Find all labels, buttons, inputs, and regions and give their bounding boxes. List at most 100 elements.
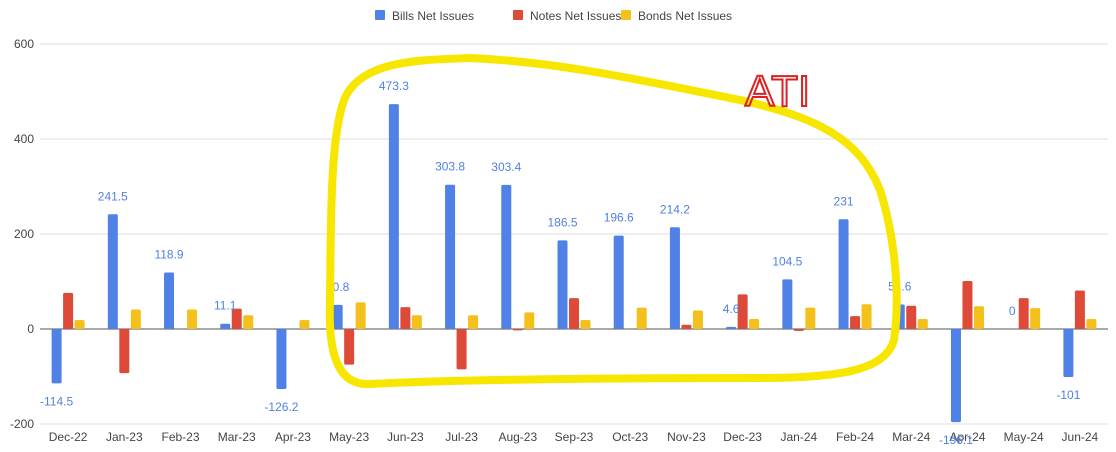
bar-bonds-net-issues <box>243 315 254 329</box>
x-tick-label: Mar-23 <box>218 430 256 444</box>
data-label: -196.1 <box>939 433 973 447</box>
data-label: -114.5 <box>40 394 73 408</box>
bar-notes-net-issues <box>119 329 130 374</box>
data-label: 231 <box>834 194 854 208</box>
bar-notes-net-issues <box>569 298 579 329</box>
data-label: 186.5 <box>547 215 577 229</box>
data-label: 214.2 <box>660 202 690 216</box>
x-tick-label: Jan-24 <box>780 430 817 444</box>
x-tick-label: Nov-23 <box>667 430 706 444</box>
data-label: 303.8 <box>435 160 465 174</box>
x-tick-label: Apr-23 <box>275 430 311 444</box>
bar-bonds-net-issues <box>805 307 816 329</box>
bar-bills-net-issues <box>276 329 287 389</box>
x-tick-label: Feb-23 <box>162 430 200 444</box>
data-label: 118.9 <box>154 248 183 262</box>
bars <box>51 104 1097 423</box>
legend: Bills Net Issues Notes Net Issues Bonds Ne… <box>375 9 732 23</box>
legend-label: Bonds Net Issues <box>638 9 732 23</box>
annotation-text: ATI <box>745 67 810 116</box>
bar-bills-net-issues <box>332 304 343 329</box>
data-label: 11.1 <box>214 299 237 313</box>
legend-label: Notes Net Issues <box>530 9 621 23</box>
bar-bonds-net-issues <box>524 312 535 329</box>
x-tick-label: Aug-23 <box>498 430 537 444</box>
bar-notes-net-issues <box>850 316 861 329</box>
x-tick-label: Sep-23 <box>555 430 594 444</box>
x-axis-ticks: Dec-22 Jan-23 Feb-23 Mar-23 Apr-23 May-23 Jun-… <box>49 430 1099 444</box>
bar-bills-net-issues <box>1063 329 1074 377</box>
legend-swatch <box>621 10 631 20</box>
data-label: -101 <box>1056 388 1080 402</box>
y-tick-label: -200 <box>10 417 34 431</box>
bar-bonds-net-issues <box>1030 308 1041 329</box>
bar-bills-net-issues <box>726 326 737 329</box>
bar-bonds-net-issues <box>468 315 479 329</box>
bar-bills-net-issues <box>613 235 624 329</box>
bar-bonds-net-issues <box>580 319 591 329</box>
bar-notes-net-issues <box>512 329 523 331</box>
x-tick-label: Jan-23 <box>106 430 143 444</box>
grid-lines <box>40 43 1108 425</box>
bar-bills-net-issues <box>557 240 568 329</box>
highlight-ellipse <box>325 54 901 389</box>
bar-bonds-net-issues <box>130 309 141 329</box>
bar-bills-net-issues <box>164 272 175 329</box>
data-label: -126.2 <box>264 400 298 414</box>
bar-bonds-net-issues <box>861 304 872 329</box>
bar-notes-net-issues <box>681 324 692 329</box>
bar-bills-net-issues <box>838 219 849 329</box>
x-tick-label: Apr-24 <box>949 430 985 444</box>
y-tick-label: 600 <box>14 37 34 51</box>
highlight-overlay: ATI <box>325 54 901 389</box>
data-label: 303.4 <box>491 160 521 174</box>
data-label: 4.6 <box>723 302 740 316</box>
data-label: 0 <box>1009 304 1016 318</box>
bar-bills-net-issues <box>501 184 512 329</box>
bar-bills-net-issues <box>782 279 793 329</box>
bar-notes-net-issues <box>400 307 411 329</box>
bar-bills-net-issues <box>669 227 680 329</box>
bar-bonds-net-issues <box>749 319 760 329</box>
x-tick-label: May-23 <box>329 430 369 444</box>
data-label: 196.6 <box>604 211 634 225</box>
bar-notes-net-issues <box>344 329 355 365</box>
bar-notes-net-issues <box>737 294 748 329</box>
x-tick-label: May-24 <box>1004 430 1044 444</box>
bar-notes-net-issues <box>63 292 74 329</box>
bar-notes-net-issues <box>793 329 804 331</box>
bar-bonds-net-issues <box>187 309 198 329</box>
bar-bills-net-issues <box>51 329 62 384</box>
bar-bonds-net-issues <box>355 302 366 329</box>
x-tick-label: Feb-24 <box>836 430 874 444</box>
data-label: 473.3 <box>379 79 409 93</box>
bar-bills-net-issues <box>445 184 456 329</box>
bar-notes-net-issues <box>231 308 242 329</box>
x-tick-label: Jun-24 <box>1062 430 1099 444</box>
legend-swatch <box>375 10 385 20</box>
bar-bonds-net-issues <box>917 319 928 329</box>
x-tick-label: Jun-23 <box>387 430 424 444</box>
bar-notes-net-issues <box>456 329 467 370</box>
y-tick-label: 400 <box>14 132 34 146</box>
bar-bonds-net-issues <box>1086 319 1097 329</box>
bar-bonds-net-issues <box>411 315 422 329</box>
legend-label: Bills Net Issues <box>392 9 474 23</box>
bar-bonds-net-issues <box>973 306 984 329</box>
data-label: 104.5 <box>772 254 802 268</box>
bar-notes-net-issues <box>1074 290 1085 329</box>
bar-notes-net-issues <box>1018 298 1029 329</box>
y-tick-label: 200 <box>14 227 34 241</box>
bar-bills-net-issues <box>388 104 399 330</box>
bar-bonds-net-issues <box>299 319 310 329</box>
x-tick-label: Dec-23 <box>723 430 762 444</box>
x-tick-label: Mar-24 <box>892 430 930 444</box>
x-tick-label: Jul-23 <box>445 430 478 444</box>
bar-bills-net-issues <box>107 214 118 329</box>
y-axis-ticks: -200 0 200 400 600 <box>10 37 34 431</box>
bar-bonds-net-issues <box>636 307 647 329</box>
legend-swatch <box>513 10 523 20</box>
bar-notes-net-issues <box>962 281 973 329</box>
bar-bonds-net-issues <box>692 310 703 329</box>
